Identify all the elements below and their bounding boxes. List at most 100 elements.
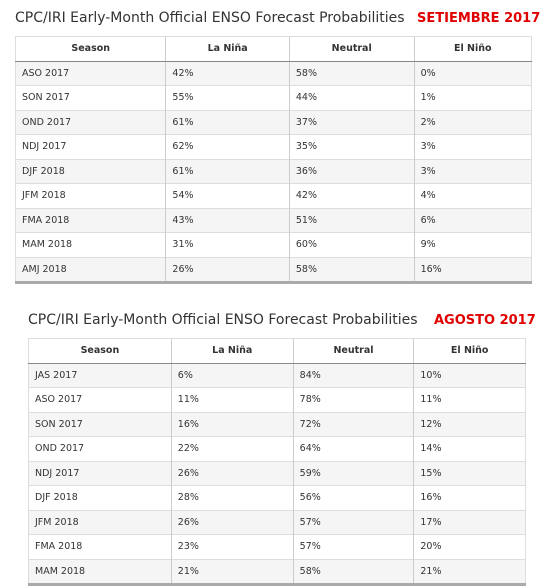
table-row: MAM 2018 31% 60% 9% bbox=[15, 232, 532, 257]
season-cell: MAM 2018 bbox=[15, 232, 166, 257]
probability-cell: 51% bbox=[288, 207, 415, 233]
probability-cell: 61% bbox=[165, 158, 290, 184]
season-cell: JAS 2017 bbox=[28, 362, 172, 388]
probability-cell: 62% bbox=[165, 134, 290, 159]
probability-cell: 58% bbox=[292, 558, 414, 586]
table-row: JFM 2018 54% 42% 4% bbox=[15, 183, 532, 208]
forecast-table: Season La Niña Neutral El Niño ASO 2017 42% 58… bbox=[15, 36, 532, 284]
probability-cell: 72% bbox=[292, 411, 414, 437]
probability-cell: 42% bbox=[165, 60, 290, 86]
table-row: SON 2017 16% 72% 12% bbox=[28, 411, 526, 437]
month-tag: AGOSTO 2017 bbox=[434, 313, 536, 328]
table-row: NDJ 2017 26% 59% 15% bbox=[28, 460, 526, 486]
probability-cell: 58% bbox=[288, 60, 415, 86]
season-cell: AMJ 2018 bbox=[15, 256, 166, 284]
column-header: La Niña bbox=[170, 338, 294, 364]
forecast-block: CPC/IRI Early-Month Official ENSO Foreca… bbox=[15, 4, 540, 284]
season-cell: NDJ 2017 bbox=[28, 460, 172, 486]
table-row: DJF 2018 28% 56% 16% bbox=[28, 485, 526, 510]
probability-cell: 2% bbox=[413, 109, 532, 135]
table-row: OND 2017 61% 37% 2% bbox=[15, 109, 532, 135]
table-row: OND 2017 22% 64% 14% bbox=[28, 436, 526, 461]
probability-cell: 26% bbox=[165, 256, 290, 284]
probability-cell: 42% bbox=[288, 183, 415, 208]
probability-cell: 26% bbox=[170, 460, 294, 486]
month-tag: SETIEMBRE 2017 bbox=[417, 11, 541, 26]
probability-cell: 54% bbox=[165, 183, 290, 208]
probability-cell: 20% bbox=[413, 534, 526, 559]
probability-cell: 6% bbox=[170, 362, 294, 388]
forecast-block: CPC/IRI Early-Month Official ENSO Foreca… bbox=[28, 306, 536, 586]
table-row: MAM 2018 21% 58% 21% bbox=[28, 558, 526, 586]
table-title: CPC/IRI Early-Month Official ENSO Foreca… bbox=[28, 312, 418, 328]
season-cell: JFM 2018 bbox=[15, 183, 166, 208]
season-cell: JFM 2018 bbox=[28, 509, 172, 535]
season-cell: FMA 2018 bbox=[15, 207, 166, 233]
probability-cell: 9% bbox=[413, 232, 532, 257]
season-cell: SON 2017 bbox=[15, 85, 166, 110]
probability-cell: 0% bbox=[413, 60, 532, 86]
header-row: Season La Niña Neutral El Niño bbox=[28, 338, 526, 364]
column-header: Season bbox=[28, 338, 172, 364]
probability-cell: 78% bbox=[292, 387, 414, 412]
table-row: JAS 2017 6% 84% 10% bbox=[28, 362, 526, 388]
table-row: JFM 2018 26% 57% 17% bbox=[28, 509, 526, 535]
column-header: La Niña bbox=[165, 36, 290, 62]
probability-cell: 10% bbox=[413, 362, 526, 388]
probability-cell: 64% bbox=[292, 436, 414, 461]
probability-cell: 28% bbox=[170, 485, 294, 510]
season-cell: DJF 2018 bbox=[15, 158, 166, 184]
column-header: Neutral bbox=[292, 338, 414, 364]
probability-cell: 16% bbox=[413, 485, 526, 510]
season-cell: MAM 2018 bbox=[28, 558, 172, 586]
table-row: NDJ 2017 62% 35% 3% bbox=[15, 134, 532, 159]
table-row: AMJ 2018 26% 58% 16% bbox=[15, 256, 532, 284]
probability-cell: 15% bbox=[413, 460, 526, 486]
season-cell: ASO 2017 bbox=[15, 60, 166, 86]
table-header: CPC/IRI Early-Month Official ENSO Foreca… bbox=[15, 4, 540, 36]
column-header: Neutral bbox=[288, 36, 415, 62]
table-row: SON 2017 55% 44% 1% bbox=[15, 85, 532, 110]
probability-cell: 60% bbox=[288, 232, 415, 257]
probability-cell: 36% bbox=[288, 158, 415, 184]
probability-cell: 55% bbox=[165, 85, 290, 110]
probability-cell: 16% bbox=[413, 256, 532, 284]
forecast-table: Season La Niña Neutral El Niño JAS 2017 6% 84%… bbox=[28, 338, 526, 586]
table-header: CPC/IRI Early-Month Official ENSO Foreca… bbox=[28, 306, 536, 338]
probability-cell: 59% bbox=[292, 460, 414, 486]
probability-cell: 61% bbox=[165, 109, 290, 135]
probability-cell: 21% bbox=[170, 558, 294, 586]
season-cell: DJF 2018 bbox=[28, 485, 172, 510]
probability-cell: 11% bbox=[170, 387, 294, 412]
table-row: ASO 2017 11% 78% 11% bbox=[28, 387, 526, 412]
season-cell: SON 2017 bbox=[28, 411, 172, 437]
table-title: CPC/IRI Early-Month Official ENSO Foreca… bbox=[15, 10, 405, 26]
probability-cell: 37% bbox=[288, 109, 415, 135]
probability-cell: 84% bbox=[292, 362, 414, 388]
probability-cell: 35% bbox=[288, 134, 415, 159]
probability-cell: 16% bbox=[170, 411, 294, 437]
probability-cell: 23% bbox=[170, 534, 294, 559]
column-header: Season bbox=[15, 36, 166, 62]
probability-cell: 4% bbox=[413, 183, 532, 208]
table-row: DJF 2018 61% 36% 3% bbox=[15, 158, 532, 184]
probability-cell: 57% bbox=[292, 534, 414, 559]
probability-cell: 44% bbox=[288, 85, 415, 110]
table-row: FMA 2018 23% 57% 20% bbox=[28, 534, 526, 559]
probability-cell: 57% bbox=[292, 509, 414, 535]
probability-cell: 21% bbox=[413, 558, 526, 586]
season-cell: ASO 2017 bbox=[28, 387, 172, 412]
probability-cell: 17% bbox=[413, 509, 526, 535]
probability-cell: 56% bbox=[292, 485, 414, 510]
season-cell: OND 2017 bbox=[15, 109, 166, 135]
probability-cell: 11% bbox=[413, 387, 526, 412]
header-row: Season La Niña Neutral El Niño bbox=[15, 36, 532, 62]
season-cell: NDJ 2017 bbox=[15, 134, 166, 159]
probability-cell: 43% bbox=[165, 207, 290, 233]
table-row: ASO 2017 42% 58% 0% bbox=[15, 60, 532, 86]
table-row: FMA 2018 43% 51% 6% bbox=[15, 207, 532, 233]
probability-cell: 12% bbox=[413, 411, 526, 437]
column-header: El Niño bbox=[413, 36, 532, 62]
probability-cell: 58% bbox=[288, 256, 415, 284]
